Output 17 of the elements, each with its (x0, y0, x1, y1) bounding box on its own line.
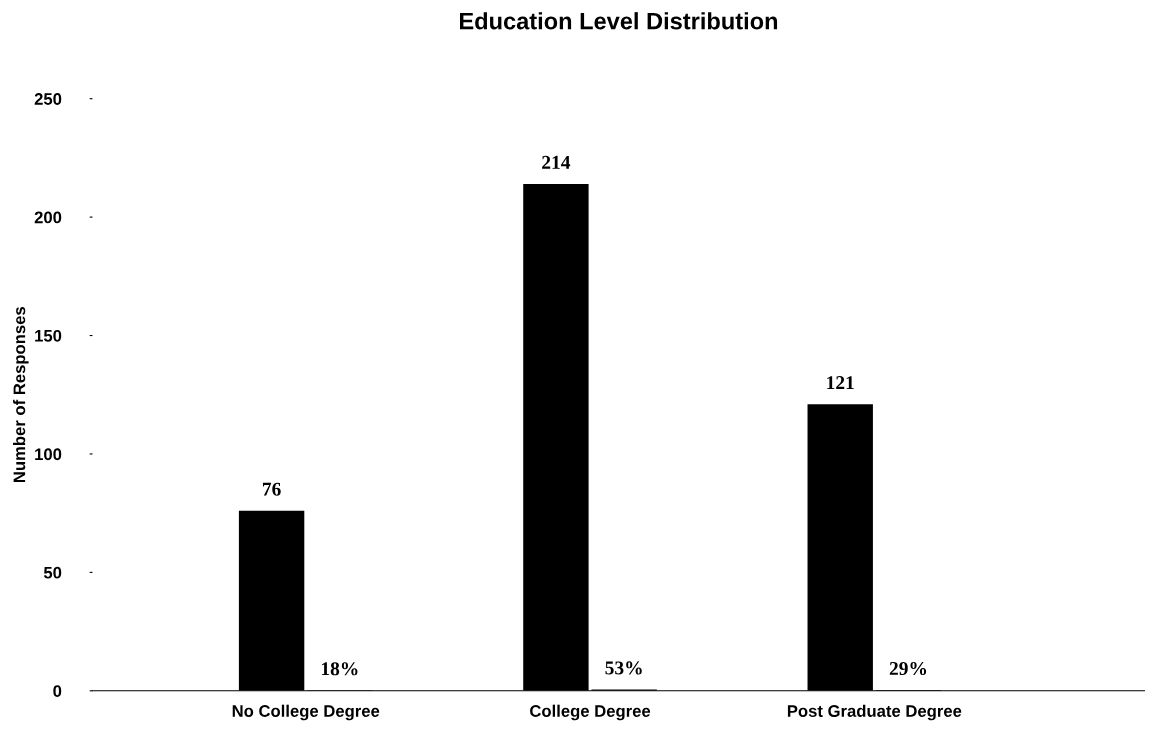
data-label: 29% (889, 661, 927, 676)
y-tick-label: 150 (35, 329, 62, 342)
data-label: 121 (827, 376, 854, 389)
x-tick-label: No College Degree (232, 704, 380, 721)
y-tick-label: 200 (34, 211, 62, 224)
data-label: 214 (542, 155, 571, 169)
data-label: 18% (321, 662, 358, 676)
y-tick-label: 50 (43, 566, 62, 579)
data-label: 53% (605, 661, 642, 675)
y-tick-label: 0 (53, 685, 62, 697)
chart-title: Education Level Distribution (460, 12, 778, 30)
y-tick-label: 100 (35, 448, 62, 461)
y-axis-title: Number of Responses (13, 306, 29, 483)
x-tick-label: Post Graduate Degree (787, 704, 962, 721)
data-label: 76 (262, 482, 281, 496)
y-tick-label: 250 (34, 93, 62, 105)
x-tick-label: College Degree (530, 704, 651, 721)
